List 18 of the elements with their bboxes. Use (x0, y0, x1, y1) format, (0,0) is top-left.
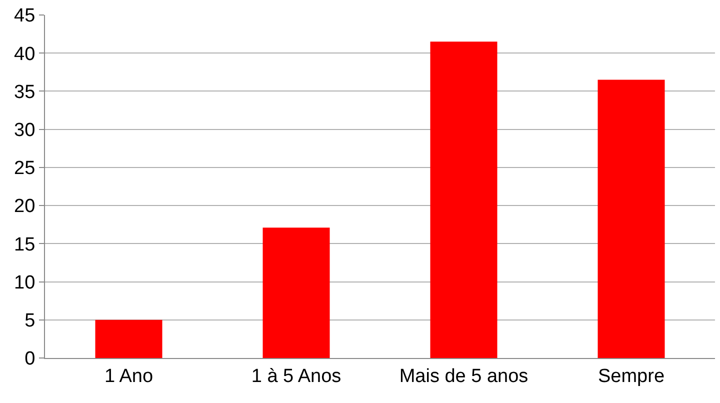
y-tick-label: 0 (24, 348, 36, 370)
bar (430, 42, 498, 358)
y-tick-label: 20 (14, 196, 36, 218)
bar (262, 228, 330, 358)
bar (598, 80, 665, 358)
x-tick-label: Mais de 5 anos (399, 366, 528, 387)
x-tick-label: Sempre (598, 366, 665, 387)
x-tick-label: 1 à 5 Anos (251, 366, 342, 387)
x-tick-label: 1 Ano (104, 366, 154, 387)
y-tick-label: 15 (14, 234, 36, 256)
y-tick-label: 40 (14, 44, 36, 65)
y-tick-label: 5 (24, 310, 36, 332)
y-tick-label: 25 (14, 158, 36, 180)
y-tick-label: 45 (14, 6, 36, 27)
y-tick-label: 35 (14, 82, 36, 103)
bar (95, 320, 162, 358)
y-tick-label: 30 (14, 120, 36, 141)
y-tick-label: 10 (14, 272, 36, 294)
